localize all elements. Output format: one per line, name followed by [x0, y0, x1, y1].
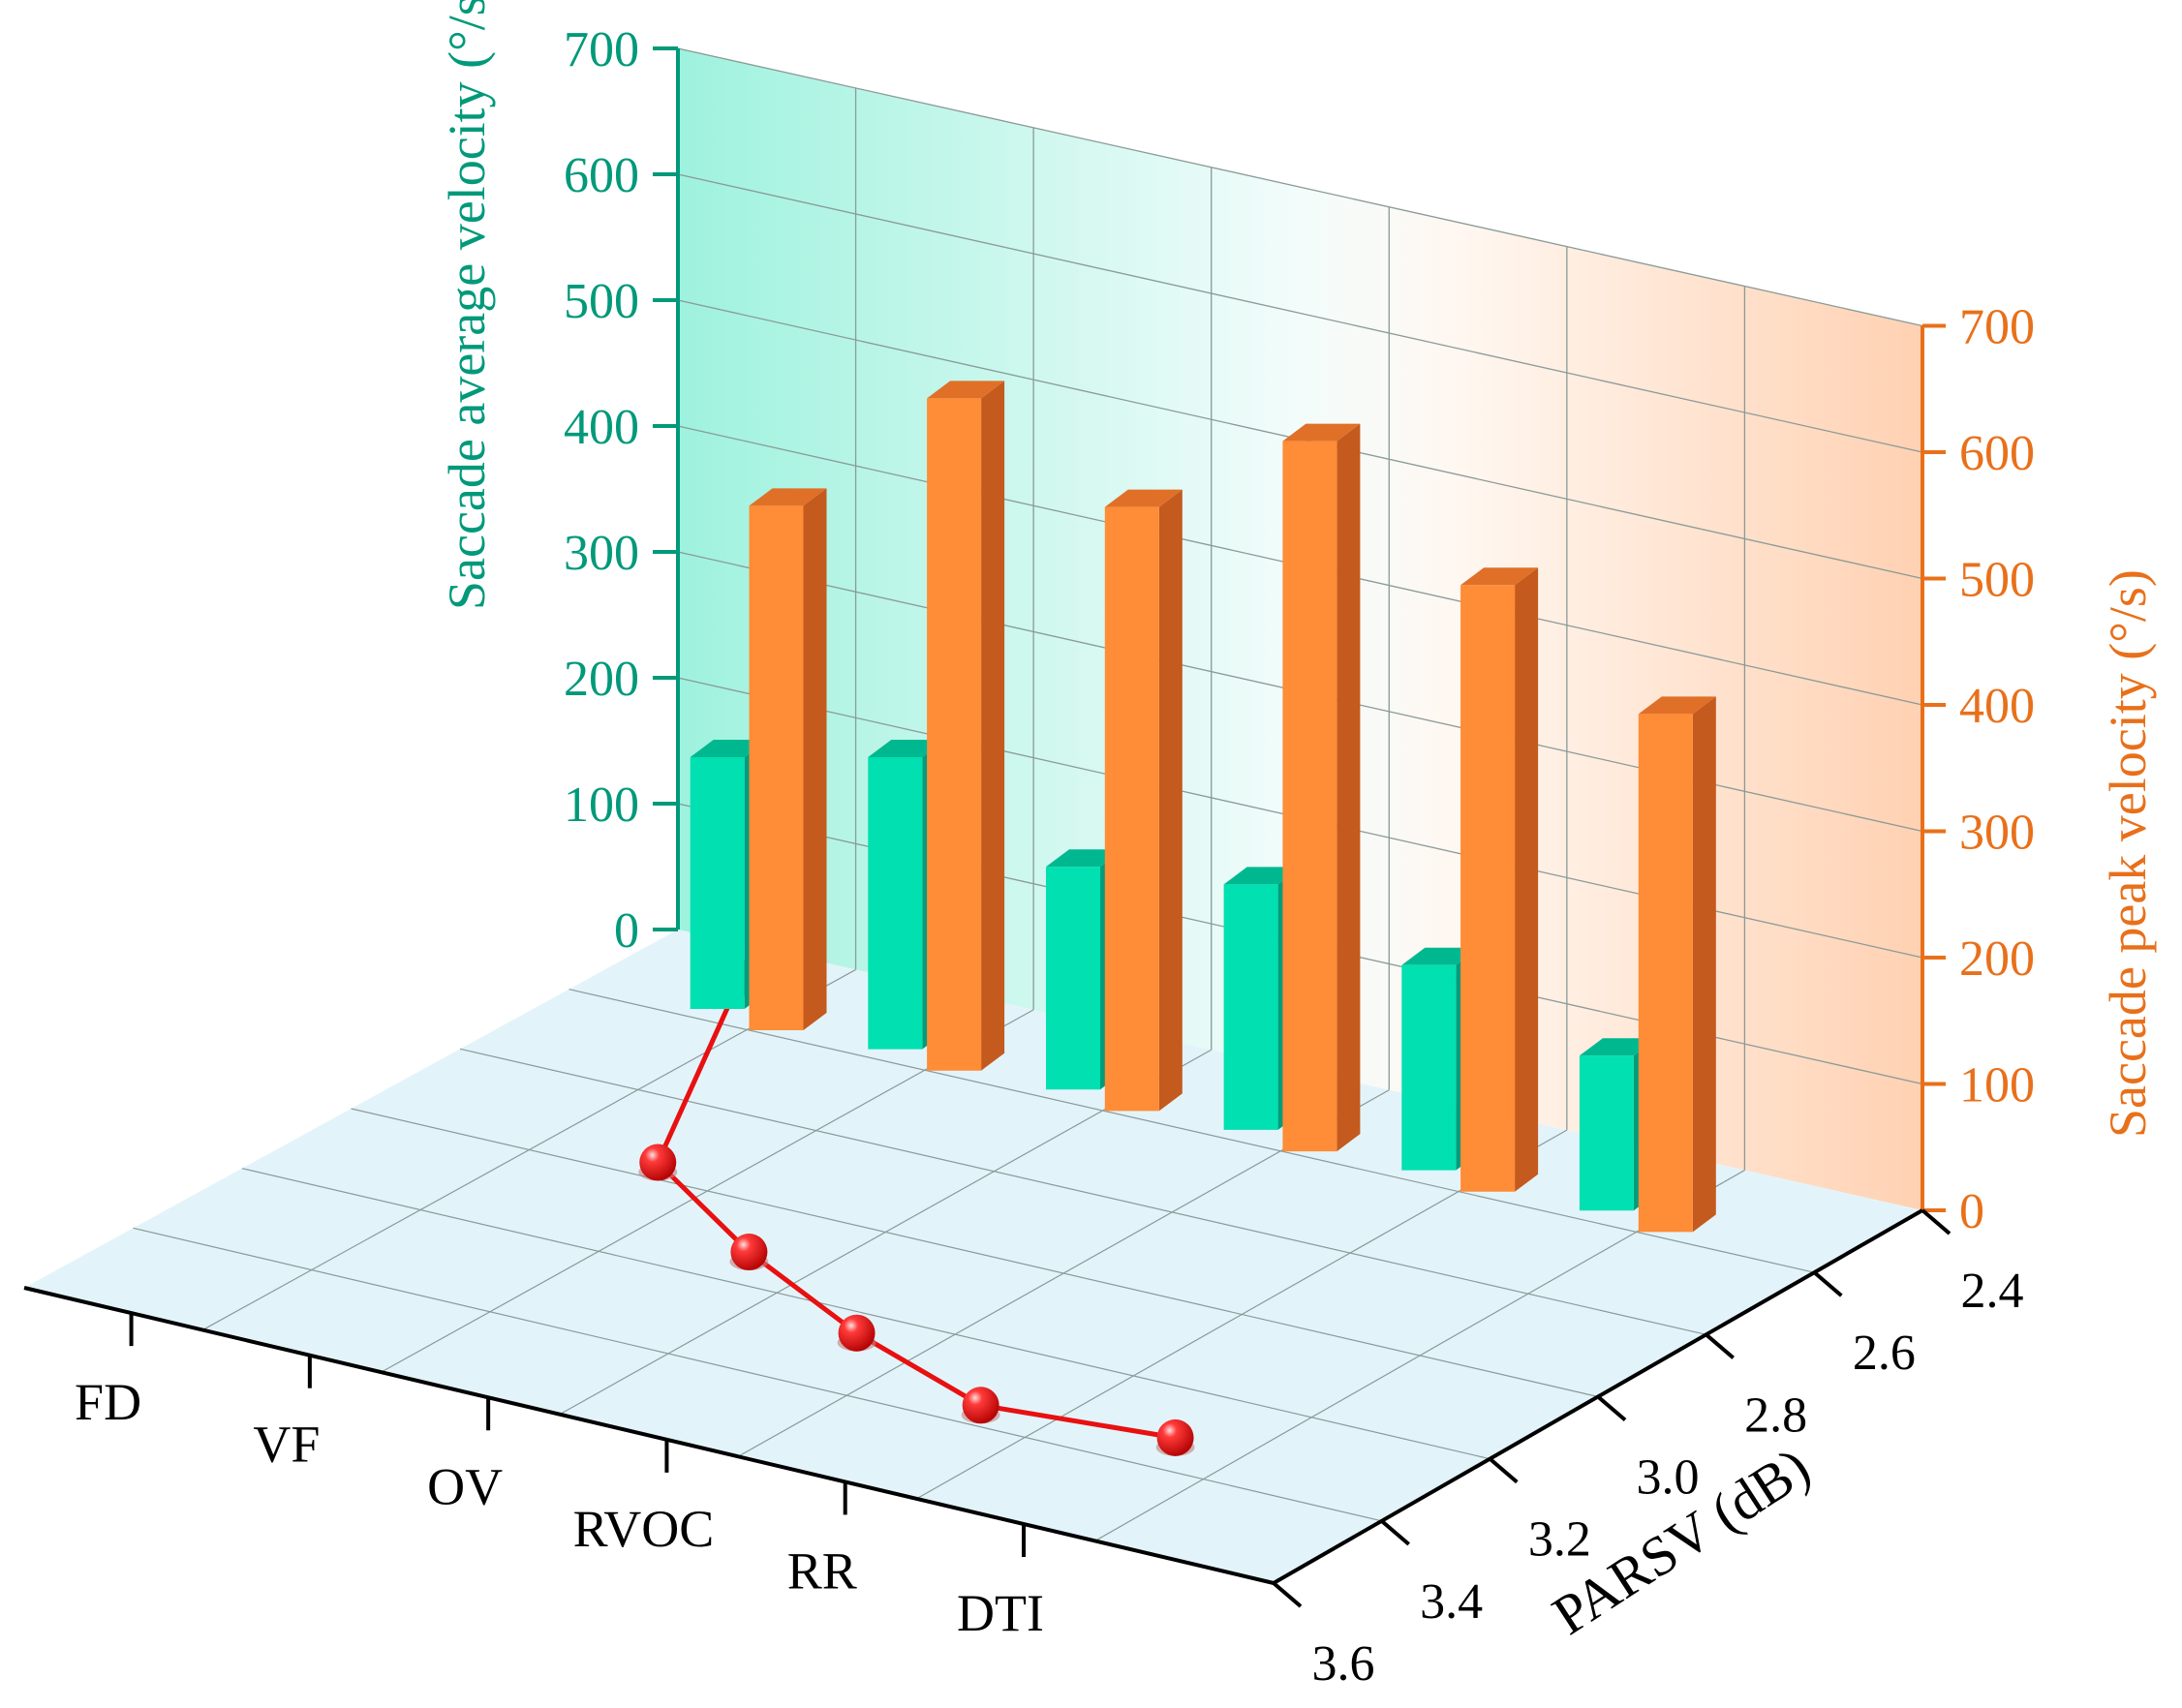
bar-average-ov-front	[1046, 867, 1100, 1090]
bar-peak-vf	[927, 381, 1005, 1071]
floor-gridline-cross	[459, 1048, 1706, 1335]
right-axis-tick-label: 200	[1959, 931, 2035, 987]
bar-peak-ov-front	[1104, 506, 1159, 1112]
depth-axis-tick	[1813, 1270, 1843, 1297]
floor-gridline-cross	[351, 1108, 1599, 1398]
right-axis-tick-label: 0	[1959, 1184, 1984, 1239]
floor-background	[24, 930, 1922, 1583]
bar-peak-rr-front	[1460, 585, 1516, 1192]
bar-average-rr-top	[1401, 947, 1480, 965]
bar-peak-ov	[1104, 489, 1183, 1112]
bar-average-rvoc-front	[1223, 884, 1278, 1130]
left-axis-tick-label: 600	[564, 148, 639, 203]
bar-peak-vf-top	[927, 381, 1005, 399]
right-axis-tick-label: 300	[1959, 806, 2035, 861]
bar-peak-rvoc-front	[1282, 441, 1337, 1152]
parsv-line	[655, 976, 1177, 1441]
bar-average-dti-front	[1579, 1055, 1634, 1211]
right-axis-title-group: Saccade peak velocity (°/s)	[2099, 569, 2157, 1138]
bar-peak-rvoc-top	[1282, 423, 1361, 442]
left-axis-tick-label: 0	[614, 903, 639, 959]
parsv-point	[1156, 1418, 1194, 1456]
bar-peak-fd-front	[749, 505, 804, 1030]
depth-axis-tick-label: 3.6	[1312, 1636, 1375, 1692]
depth-axis-tick	[1380, 1519, 1410, 1546]
floor-plane	[24, 930, 1922, 1583]
parsv-point	[838, 1314, 876, 1352]
axes: 0 100 200 300 400 500 600 700 0 100 200 300 400 500 60…	[23, 22, 2035, 1692]
parsv-point	[639, 1144, 677, 1181]
right-axis-tick-label: 500	[1959, 553, 2035, 608]
depth-axis-tick-label: 3.4	[1420, 1574, 1483, 1630]
left-axis-title-group: Saccade average velocity (°/s)	[438, 0, 496, 610]
left-axis-tick-label: 500	[564, 274, 639, 329]
bar-average-vf-front	[868, 757, 923, 1050]
bar-peak-fd	[749, 488, 827, 1030]
bar-average-rr-front	[1401, 964, 1457, 1171]
bar-peak-dti-side	[1692, 696, 1716, 1233]
right-axis-tick-label: 100	[1959, 1058, 2035, 1113]
right-axis-tick-label: 400	[1959, 679, 2035, 734]
left-axis-tick-label: 200	[564, 652, 639, 707]
depth-axis-tick	[1489, 1457, 1519, 1484]
parsv-point	[962, 1387, 999, 1424]
bar-peak-vf-side	[981, 381, 1005, 1071]
category-axis-tick-label: RR	[787, 1541, 857, 1600]
depth-axis-tick	[1921, 1208, 1952, 1235]
depth-axis-tick-label: 2.4	[1961, 1264, 2024, 1319]
left-axis-tick-label: 100	[564, 778, 639, 833]
depth-axis-tick	[1596, 1394, 1627, 1422]
category-axis-tick-label: DTI	[957, 1584, 1044, 1642]
bar-peak-dti	[1638, 696, 1716, 1233]
category-axis-tick-label: RVOC	[573, 1500, 715, 1558]
category-axis-tick-label: FD	[75, 1373, 141, 1431]
right-axis-title: Saccade peak velocity (°/s)	[2099, 569, 2157, 1138]
bar-average-rvoc-top	[1223, 867, 1302, 885]
left-axis-tick-label: 300	[564, 526, 639, 581]
parsv-point	[730, 1234, 768, 1271]
right-axis-tick-label: 700	[1959, 300, 2035, 355]
wall-gridline-horizontal	[677, 47, 1923, 327]
category-axis-tick-label: VF	[253, 1416, 320, 1474]
bar-peak-dti-top	[1638, 696, 1716, 715]
bar-average-dti-top	[1579, 1038, 1657, 1056]
bar-average-fd-front	[690, 757, 745, 1009]
bar-peak-rr-top	[1460, 567, 1539, 586]
bar-peak-ov-side	[1158, 489, 1183, 1112]
bar-peak-rvoc-side	[1337, 423, 1361, 1152]
left-axis-tick-label: 400	[564, 400, 639, 455]
bar-average-fd-top	[690, 740, 768, 757]
bar-peak-fd-top	[749, 488, 827, 506]
bar-peak-rr-side	[1515, 567, 1539, 1192]
floor-gridline-cross	[241, 1168, 1491, 1460]
floor-gridline-cross	[133, 1227, 1382, 1522]
left-axis-title: Saccade average velocity (°/s)	[438, 0, 496, 610]
depth-axis-tick-label: 3.2	[1528, 1512, 1591, 1568]
bar-average-vf-top	[868, 740, 946, 757]
right-axis-tick-label: 600	[1959, 426, 2035, 481]
bar-peak-rvoc	[1282, 423, 1361, 1152]
depth-axis-tick-label: 3.0	[1637, 1450, 1700, 1506]
bar-peak-dti-front	[1638, 714, 1693, 1233]
wall-gridline-horizontal	[677, 173, 1923, 453]
depth-axis-tick-label: 2.8	[1744, 1388, 1807, 1443]
floor-gridline-cross	[569, 989, 1815, 1273]
category-axis-line	[23, 1286, 1275, 1585]
bars	[690, 381, 1716, 1233]
bar-peak-rr	[1460, 567, 1539, 1192]
depth-axis-tick	[1705, 1332, 1735, 1359]
bar-peak-vf-front	[927, 398, 982, 1071]
left-axis-tick-label: 700	[564, 22, 639, 77]
category-axis-tick-label: OV	[427, 1457, 503, 1515]
bar-peak-fd-side	[803, 488, 827, 1030]
depth-axis-tick-label: 2.6	[1853, 1326, 1916, 1381]
depth-axis-tick	[1272, 1581, 1303, 1608]
bar-average-ov-top	[1046, 849, 1123, 868]
bar-peak-ov-top	[1104, 489, 1183, 507]
